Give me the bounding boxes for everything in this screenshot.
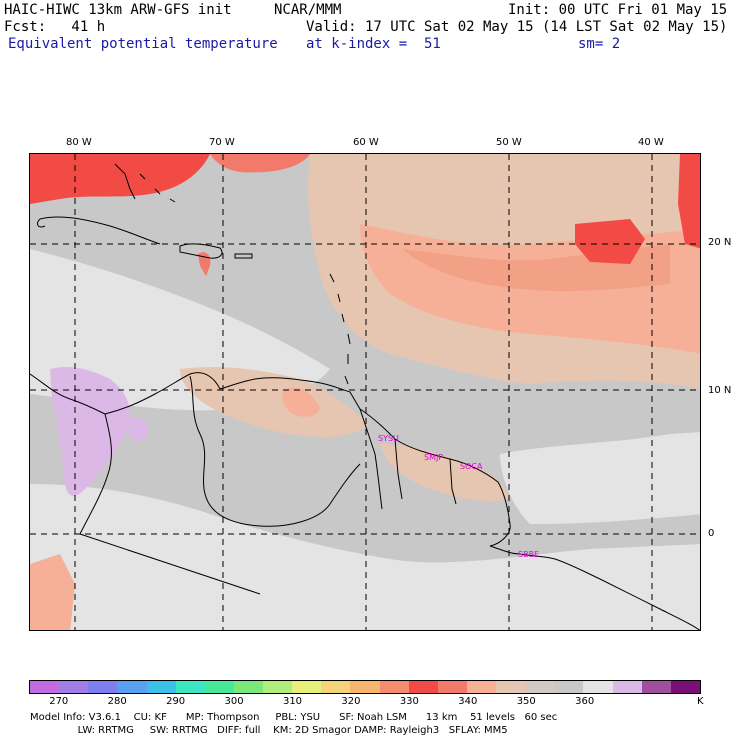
colorbar-swatch — [321, 681, 351, 693]
colorbar-tick-label: 300 — [224, 696, 244, 707]
colorbar — [29, 680, 701, 694]
lon-label-70w: 70 W — [209, 137, 235, 148]
tan-field-venezuela — [180, 367, 370, 437]
colorbar-swatch — [641, 681, 671, 693]
red-patch-atlantic — [575, 219, 645, 264]
lon-label-50w: 50 W — [496, 137, 522, 148]
red-patch-east — [678, 154, 700, 249]
colorbar-swatch — [612, 681, 642, 693]
colorbar-tick-label: 280 — [107, 696, 127, 707]
colorbar-swatch — [437, 681, 467, 693]
colorbar-swatch — [88, 681, 118, 693]
colorbar-swatch — [408, 681, 438, 693]
organization: NCAR/MMM — [274, 2, 342, 18]
station-label: SBBE — [518, 550, 540, 559]
colorbar-swatch — [466, 681, 496, 693]
colorbar-swatch — [670, 681, 700, 693]
forecast-hour: Fcst: 41 h — [4, 19, 106, 35]
colorbar-swatch — [175, 681, 205, 693]
valid-time: Valid: 17 UTC Sat 02 May 15 (14 LST Sat … — [306, 19, 728, 35]
lon-label-40w: 40 W — [638, 137, 664, 148]
salmon-patch-southwest — [30, 554, 75, 630]
orange-patch-hispaniola — [198, 252, 211, 276]
tan-field-guianas — [380, 444, 510, 501]
colorbar-swatch — [146, 681, 176, 693]
colorbar-swatch — [59, 681, 89, 693]
coastlines — [30, 163, 700, 630]
colorbar-tick-label: 360 — [575, 696, 595, 707]
colorbar-tick-label: 310 — [282, 696, 303, 707]
colorbar-swatch — [525, 681, 555, 693]
colorbar-swatch — [583, 681, 613, 693]
level-label: at k-index = 51 — [306, 36, 441, 52]
colorbar-tick-label: 270 — [49, 696, 69, 707]
light-field-atlantic — [500, 432, 700, 524]
colorbar-swatch — [263, 681, 293, 693]
lon-label-80w: 80 W — [66, 137, 92, 148]
colorbar-tick-label: 290 — [166, 696, 186, 707]
colorbar-swatch — [554, 681, 584, 693]
colorbar-tick-label: 340 — [458, 696, 478, 707]
colorbar-swatch — [379, 681, 409, 693]
orange-patch-north — [210, 154, 310, 173]
map-panel: SYSU SMJP SOCA SBBE — [29, 153, 701, 631]
colorbar-swatch — [350, 681, 380, 693]
colorbar-swatch — [496, 681, 526, 693]
smoothing-label: sm= 2 — [578, 36, 621, 52]
lon-label-60w: 60 W — [353, 137, 379, 148]
colorbar-tick-label: 350 — [516, 696, 536, 707]
model-title: HAIC-HIWC 13km ARW-GFS init — [4, 2, 232, 18]
lavender-patch — [128, 417, 149, 441]
colorbar-tick-label: 330 — [399, 696, 419, 707]
light-field-south — [30, 484, 700, 630]
colorbar-swatch — [233, 681, 263, 693]
map-field — [30, 154, 700, 630]
light-field-caribbean — [30, 249, 330, 411]
lat-label-equator: 0 — [708, 528, 715, 539]
colorbar-tick-label: 320 — [341, 696, 361, 707]
tan-field-north — [330, 164, 450, 197]
init-time: Init: 00 UTC Fri 01 May 15 — [508, 2, 728, 18]
station-label: SMJP — [424, 453, 444, 462]
model-info-line1: Model Info: V3.6.1 CU: KF MP: Thompson P… — [30, 712, 558, 723]
colorbar-unit: K — [697, 696, 704, 707]
lat-label-20n: 20 N — [708, 237, 732, 248]
model-info-line2: LW: RRTMG SW: RRTMG DIFF: full KM: 2D Sm… — [30, 725, 508, 736]
colorbar-swatch — [292, 681, 322, 693]
field-name: Equivalent potential temperature — [8, 36, 278, 52]
lat-label-10n: 10 N — [708, 385, 732, 396]
colorbar-swatch — [30, 681, 60, 693]
station-label: SOCA — [460, 462, 483, 471]
station-label: SYSU — [378, 434, 399, 443]
salmon-patch-venezuela — [282, 387, 320, 417]
graticule — [30, 154, 700, 630]
colorbar-swatch — [204, 681, 234, 693]
colorbar-swatch — [117, 681, 147, 693]
